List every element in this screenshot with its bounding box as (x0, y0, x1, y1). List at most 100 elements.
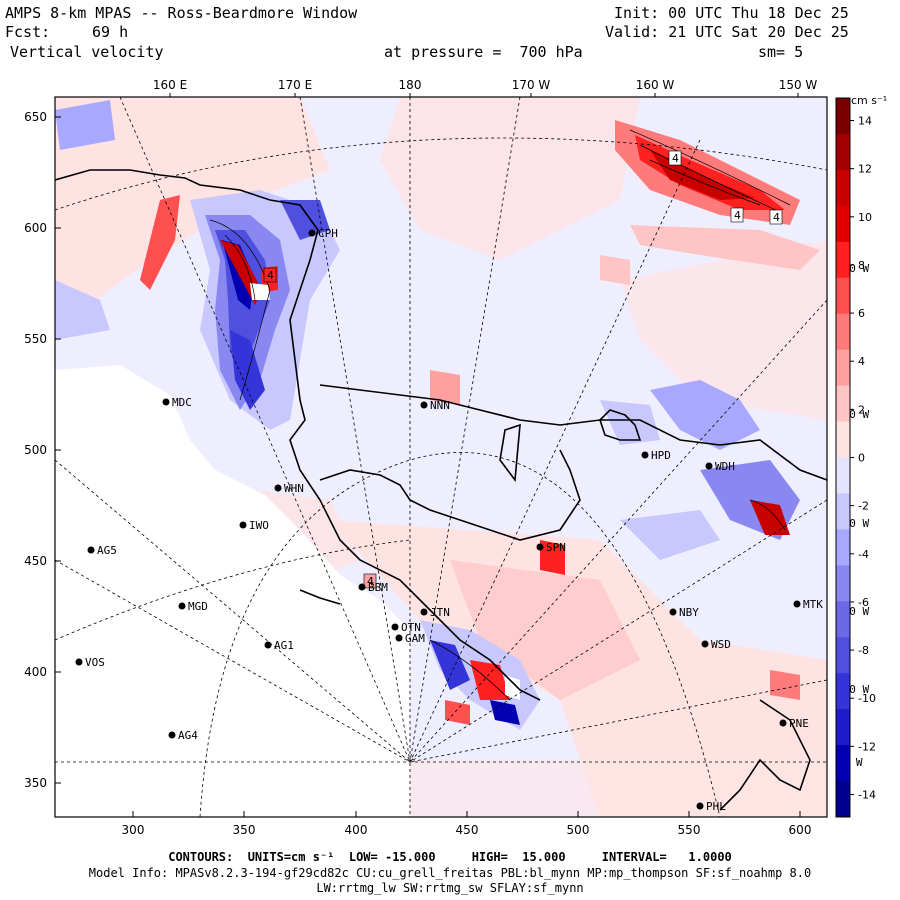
smoothing: sm= 5 (758, 43, 804, 61)
svg-text:350: 350 (233, 823, 256, 837)
svg-text:170 E: 170 E (278, 78, 312, 92)
interval-text: INTERVAL= 1.0000 (601, 850, 732, 864)
colorbar-tick-label: -6 (858, 596, 869, 609)
station-dot (168, 731, 176, 739)
svg-text:600: 600 (789, 823, 812, 837)
station-label: AG5 (97, 544, 117, 557)
station-dot (87, 546, 95, 554)
svg-text:650: 650 (24, 110, 47, 124)
svg-text:550: 550 (678, 823, 701, 837)
colorbar-ticks: 14 12 10 8 6 4 2 0 -2 -4 -6 -8 -10 -12 -14 (850, 115, 876, 802)
svg-text:4: 4 (734, 209, 741, 222)
station-label: SPN (546, 541, 566, 554)
colorbar-tick-label: 6 (858, 307, 865, 320)
svg-text:400: 400 (345, 823, 368, 837)
station-label: MDC (172, 396, 192, 409)
x-axis: 300 350 400 450 500 550 600 (122, 823, 812, 837)
colorbar-bin (836, 709, 850, 746)
station-label: JTN (430, 606, 450, 619)
station-label: NNN (430, 399, 450, 412)
colorbar-bin (836, 745, 850, 782)
contours-label: CONTOURS: (168, 850, 234, 864)
forecast-hour: 69 h (92, 23, 129, 41)
colorbar-tick-label: -10 (858, 692, 876, 705)
coastline (55, 169, 827, 811)
svg-text:4: 4 (773, 211, 780, 224)
station-dot (75, 658, 83, 666)
station-label: MTK (803, 598, 823, 611)
station-dot (395, 634, 403, 642)
colorbar-bin (836, 133, 850, 171)
station-label: IWO (249, 519, 269, 532)
colorbar-tick-label: 2 (858, 403, 865, 416)
svg-text:150 W: 150 W (779, 78, 818, 92)
colorbar-bin (836, 349, 850, 387)
station-dot (420, 608, 428, 616)
colorbar-bin (836, 421, 850, 458)
svg-text:180: 180 (399, 78, 422, 92)
station-dot (793, 600, 801, 608)
station-label: WHN (284, 482, 304, 495)
station-label: MGD (188, 600, 208, 613)
colorbar-tick-label: 14 (858, 115, 872, 128)
maxima-markers: 4 4 4 4 4 (263, 150, 783, 589)
units-text: UNITS=cm s⁻¹ (247, 850, 335, 864)
station-dot (641, 451, 649, 459)
longitude-axis: 160 E 170 E 180 170 W 160 W 150 W (153, 78, 818, 92)
init-time: Init: 00 UTC Thu 18 Dec 25 (614, 4, 849, 22)
station-dot (274, 484, 282, 492)
station-dot (536, 543, 544, 551)
station-label: GAM (405, 632, 425, 645)
colorbar-bin (836, 98, 850, 135)
svg-text:160 E: 160 E (153, 78, 187, 92)
colorbar-tick-label: 0 (858, 452, 865, 465)
station-dot (308, 229, 316, 237)
station-dot (239, 521, 247, 529)
station-dot (669, 608, 677, 616)
field-name: Vertical velocity (10, 43, 164, 61)
colorbar-bin (836, 313, 850, 351)
field-shading (55, 97, 827, 817)
svg-text:4: 4 (267, 269, 274, 282)
station-label: NBY (679, 606, 699, 619)
station-dot (779, 719, 787, 727)
contour-info: CONTOURS: UNITS=cm s⁻¹ LOW= -15.000 HIGH… (0, 850, 900, 864)
svg-text:450: 450 (456, 823, 479, 837)
svg-text:400: 400 (24, 665, 47, 679)
svg-text:550: 550 (24, 332, 47, 346)
colorbar-bin (836, 493, 850, 530)
svg-text:600: 600 (24, 221, 47, 235)
pressure-level: at pressure = 700 hPa (384, 43, 583, 61)
station-dot (420, 401, 428, 409)
colorbar-tick-label: 10 (858, 211, 872, 224)
svg-text:4: 4 (367, 575, 374, 588)
station-dot (358, 583, 366, 591)
station-label: AG1 (274, 639, 294, 652)
station-label: WDH (715, 460, 735, 473)
station-label: HPD (651, 449, 671, 462)
svg-text:350: 350 (24, 776, 47, 790)
colorbar-bin (836, 205, 850, 243)
plot-frame (54, 96, 828, 818)
graticule (55, 97, 827, 817)
model-title: AMPS 8-km MPAS -- Ross-Beardmore Window (5, 4, 358, 22)
colorbar-bin (836, 601, 850, 638)
colorbar-tick-label: 4 (858, 355, 865, 368)
colorbar-bin (836, 385, 850, 423)
model-info: Model Info: MPASv8.2.3-194-gf29cd82c CU:… (88, 866, 812, 880)
station-label: WSD (711, 638, 731, 651)
colorbar-bin (836, 277, 850, 315)
svg-text:500: 500 (567, 823, 590, 837)
colorbar-tick-label: -4 (858, 548, 869, 561)
colorbar-bin (836, 781, 850, 818)
colorbar-bin (836, 241, 850, 279)
station-dot (264, 641, 272, 649)
station-dot (162, 398, 170, 406)
colorbar-bin (836, 565, 850, 602)
colorbar-bin (836, 637, 850, 674)
colorbar-tick-label: 12 (858, 163, 872, 176)
colorbar-bin (836, 457, 850, 494)
colorbar-tick-label: 8 (858, 259, 865, 272)
colorbar-tick-label: -2 (858, 500, 869, 513)
station-label: PNE (789, 717, 809, 730)
